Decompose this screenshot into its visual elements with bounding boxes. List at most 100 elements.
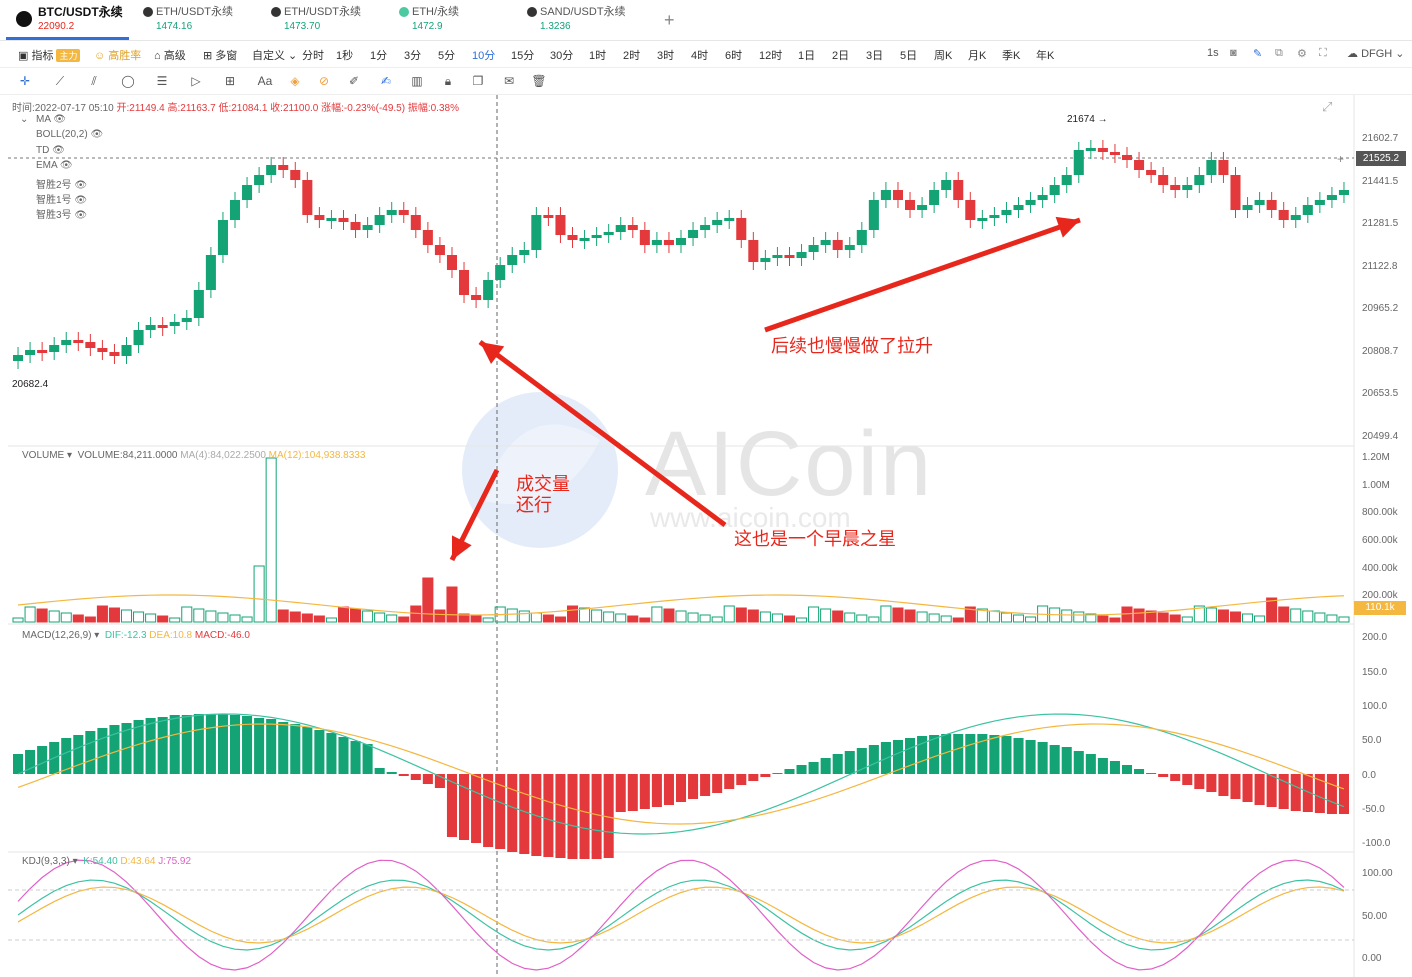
crosshair-icon[interactable]: ✛ — [19, 74, 31, 88]
volume-bar — [1000, 612, 1012, 623]
macd-bar — [1121, 765, 1133, 774]
measure-icon[interactable]: ⊞ — [224, 74, 236, 88]
period-0[interactable]: 分时 — [302, 50, 324, 62]
custom-button[interactable]: 自定义 ⌄ — [252, 50, 298, 62]
circle-icon[interactable]: ◯ — [121, 74, 135, 88]
volume-bar — [808, 606, 820, 623]
period-17[interactable]: 5日 — [900, 50, 918, 62]
candles-icon[interactable]: ▥ — [411, 74, 423, 88]
period-1[interactable]: 1秒 — [336, 50, 354, 62]
macd-bar — [1170, 774, 1181, 781]
candle-body — [820, 240, 831, 245]
period-16[interactable]: 3日 — [866, 50, 884, 62]
volume-bar — [591, 609, 603, 623]
exchange-icon — [399, 7, 409, 17]
candle-body — [181, 318, 192, 322]
window-icon[interactable]: ⧉ — [1275, 47, 1283, 59]
tab-eth-usdt-1[interactable]: ETH/USDT永续 1474.16 — [143, 5, 233, 37]
collapse-icon[interactable]: ⌄ — [20, 114, 29, 125]
overlay-item[interactable]: 智胜2号 👁︎ — [36, 179, 88, 191]
current-price-tag: 21525.2 — [1356, 151, 1406, 166]
macd-bar — [459, 774, 470, 840]
period-21[interactable]: 年K — [1036, 50, 1055, 62]
period-9[interactable]: 2时 — [623, 50, 641, 62]
period-8[interactable]: 1时 — [589, 50, 607, 62]
period-19[interactable]: 月K — [968, 50, 987, 62]
volume-bar — [1109, 617, 1121, 623]
volume-bar — [458, 613, 470, 623]
period-5[interactable]: 10分 — [472, 50, 496, 62]
macd-bar — [1025, 740, 1036, 774]
candle-body — [748, 240, 759, 262]
period-12[interactable]: 6时 — [725, 50, 743, 62]
period-14[interactable]: 1日 — [798, 50, 816, 62]
note-icon[interactable]: ✉ — [503, 74, 515, 88]
draw-pen-icon[interactable]: ✎ — [1253, 48, 1263, 60]
trash-icon[interactable]: 🗑︎ — [531, 74, 547, 88]
parallel-icon[interactable]: ⫽ — [91, 74, 97, 88]
macd-bar — [1326, 774, 1337, 814]
candle-body — [675, 238, 687, 245]
tab-eth-usdt-2[interactable]: ETH/USDT永续 1473.70 — [271, 5, 361, 37]
overlay-item[interactable]: EMA 👁︎ — [36, 160, 73, 172]
period-15[interactable]: 2日 — [832, 50, 850, 62]
fullscreen-icon[interactable]: ⛶ — [1319, 47, 1327, 59]
user-menu[interactable]: ☁ DFGH ⌄ — [1347, 48, 1405, 60]
macd-bar — [37, 746, 48, 774]
camera-icon[interactable]: ◙ — [1230, 47, 1237, 59]
volume-bar — [96, 605, 108, 623]
highlight-icon[interactable]: ⊘ — [318, 74, 330, 88]
period-20[interactable]: 季K — [1002, 50, 1021, 62]
period-6[interactable]: 15分 — [511, 50, 535, 62]
period-13[interactable]: 12时 — [759, 50, 783, 62]
overlay-item[interactable]: BOLL(20,2) 👁︎ — [36, 129, 104, 141]
period-18[interactable]: 周K — [934, 50, 953, 62]
overlay-item[interactable]: MA 👁︎ — [36, 114, 66, 125]
overlay-item[interactable]: TD 👁︎ — [36, 144, 65, 156]
refresh-interval[interactable]: 1s — [1207, 47, 1219, 59]
multi-window-button[interactable]: ⊞ 多窗 — [203, 50, 238, 62]
macd-bar — [374, 768, 385, 774]
volume-bar — [350, 608, 362, 623]
copy-icon[interactable]: ❐ — [472, 74, 484, 88]
marker-icon[interactable]: ◈ — [290, 74, 300, 88]
win-rate-button[interactable]: ☺ 高胜率 — [94, 50, 142, 62]
period-7[interactable]: 30分 — [550, 50, 574, 62]
macd-bar — [844, 751, 855, 774]
volume-bar — [1266, 597, 1278, 623]
volume-bar — [759, 611, 771, 623]
indicator-button[interactable]: ▣ 指标 主力 — [18, 47, 81, 63]
tab-eth[interactable]: ETH/永续 1472.9 — [399, 5, 459, 37]
text-tool[interactable]: Aa — [257, 74, 273, 88]
lock-icon[interactable]: 🔒︎ — [444, 74, 452, 88]
overlay-item[interactable]: 智胜1号 👁︎ — [36, 195, 88, 206]
period-2[interactable]: 1分 — [370, 50, 388, 62]
macd-bar — [1061, 747, 1072, 774]
period-3[interactable]: 3分 — [404, 50, 422, 62]
period-10[interactable]: 3时 — [657, 50, 675, 62]
tab-sand-usdt[interactable]: SAND/USDT永续 1.3236 — [527, 5, 626, 37]
period-11[interactable]: 4时 — [691, 50, 709, 62]
tab-btc-usdt[interactable]: BTC/USDT永续 22090.2 — [16, 5, 123, 37]
fib-icon[interactable]: ☰ — [156, 74, 168, 88]
candle-body — [109, 352, 120, 356]
crosshair-plus-icon[interactable]: + — [1337, 152, 1345, 166]
settings-gear-icon[interactable]: ⚙ — [1297, 48, 1307, 60]
add-tab-button[interactable]: + — [664, 10, 675, 30]
macd-bar — [495, 774, 506, 849]
volume-bar — [277, 609, 289, 623]
pencil-icon[interactable]: ✐ — [348, 74, 360, 88]
expand-icon[interactable]: ⤢ — [1322, 99, 1333, 114]
candle-body — [314, 215, 325, 220]
volume-bar — [904, 609, 916, 623]
pattern-icon[interactable]: ▷ — [191, 74, 201, 88]
overlay-item[interactable]: 智胜3号 👁︎ — [36, 210, 88, 222]
brush-icon[interactable]: ✍ — [380, 74, 392, 88]
line-icon[interactable]: ⟋ — [55, 74, 65, 88]
macd-bar — [61, 738, 72, 774]
volume-bar — [1012, 614, 1025, 623]
advanced-button[interactable]: ⌂ 高级 — [154, 50, 186, 62]
period-4[interactable]: 5分 — [438, 50, 456, 62]
volume-bar — [880, 605, 892, 623]
